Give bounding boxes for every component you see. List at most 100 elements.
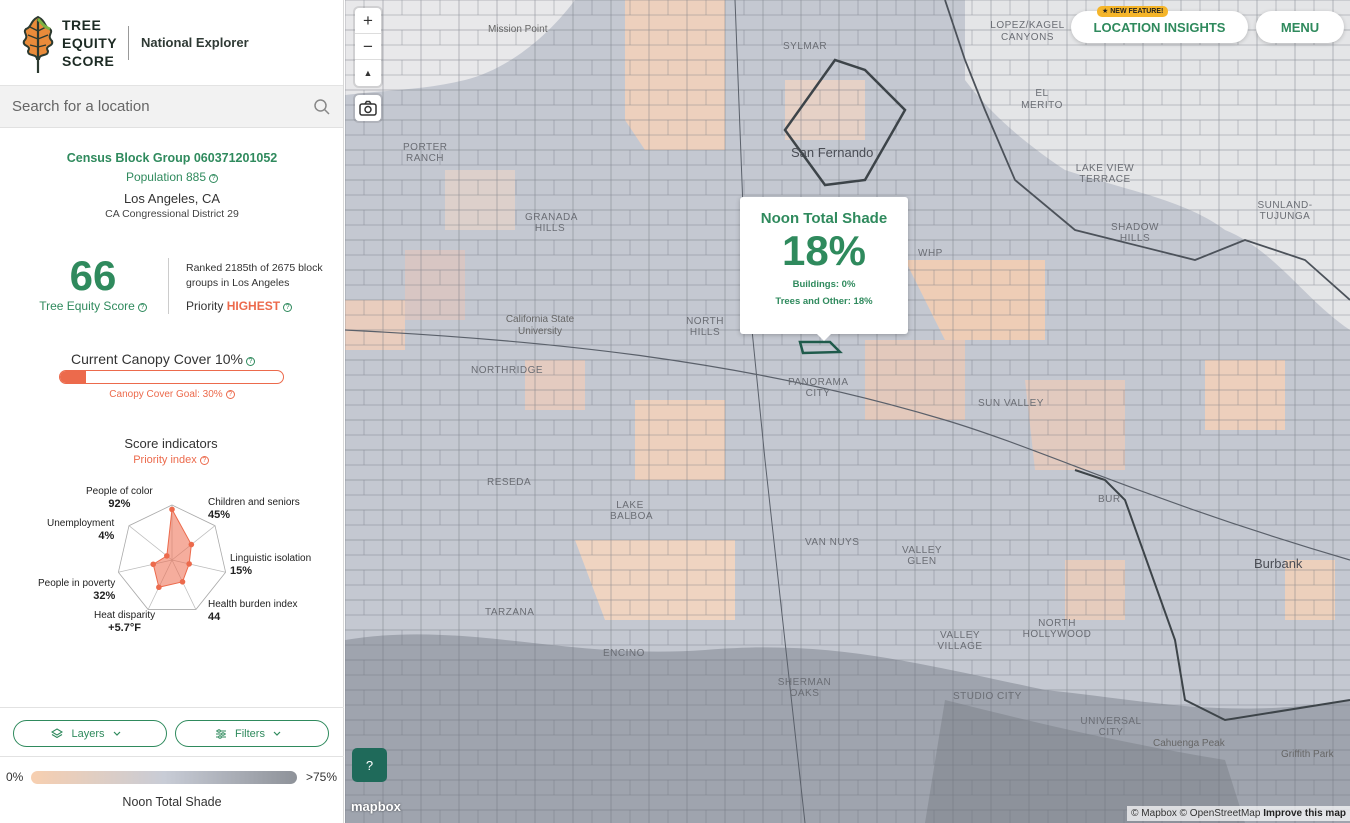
priority-value: HIGHEST	[226, 299, 281, 313]
map-label: NORTH HILLS	[686, 316, 724, 338]
map-label: PANORAMA CITY	[788, 377, 849, 399]
tooltip-buildings: Buildings: 0%	[792, 279, 856, 290]
radar-point	[179, 579, 186, 585]
priority-index-text: Priority index	[133, 454, 197, 466]
filters-icon	[216, 728, 227, 739]
radar-svg	[117, 504, 227, 610]
congressional-district: CA Congressional District 29	[105, 208, 239, 220]
map-label: Burbank	[1254, 556, 1303, 571]
help-icon[interactable]: ?	[209, 174, 219, 183]
map-label: California State University	[505, 314, 575, 337]
filters-button[interactable]: Filters	[175, 720, 329, 747]
map-label: GRANADA HILLS	[525, 212, 578, 234]
new-feature-badge: ★ NEW FEATURE!	[1097, 6, 1169, 17]
map-label: LAKE BALBOA	[610, 500, 654, 522]
tooltip-value: 18%	[781, 227, 867, 274]
priority-index-label: Priority index?	[0, 454, 342, 466]
map-attribution: © Mapbox © OpenStreetMap Improve this ma…	[1127, 806, 1350, 821]
zoom-out-button[interactable]: −	[355, 34, 381, 60]
layers-icon	[51, 727, 64, 738]
map-label: LOPEZ/KAGEL CANYONS	[990, 20, 1065, 43]
map-label: TARZANA	[485, 607, 535, 618]
brand-subtitle: National Explorer	[141, 35, 249, 50]
score-divider	[168, 258, 169, 314]
indicator-value: 4%	[98, 530, 115, 542]
block-group-title: Census Block Group 060371201052	[66, 151, 278, 165]
help-icon[interactable]: ?	[283, 303, 293, 312]
zoom-in-button[interactable]: +	[355, 8, 381, 34]
attribution-text[interactable]: © Mapbox © OpenStreetMap	[1131, 808, 1261, 819]
help-icon[interactable]: ?	[245, 357, 255, 366]
chevron-down-icon	[113, 731, 120, 736]
map-label: San Fernando	[791, 145, 874, 160]
map-label: NORTHRIDGE	[471, 365, 544, 376]
layers-button[interactable]: Layers	[13, 720, 167, 747]
improve-map-link[interactable]: Improve this map	[1263, 808, 1346, 819]
filters-label: Filters	[235, 727, 265, 740]
screenshot-button[interactable]	[355, 95, 381, 121]
indicator-label: Children and seniors 45%	[208, 496, 300, 522]
chevron-down-icon	[273, 731, 281, 736]
map-label: UNIVERSAL CITY	[1080, 716, 1142, 738]
map-label: LAKE VIEW TERRACE	[1075, 163, 1135, 185]
map-label: BUR	[1098, 494, 1121, 505]
indicator-value: 44	[208, 611, 221, 623]
radar-point	[164, 553, 170, 559]
map-label: WHP	[918, 248, 943, 259]
layers-label: Layers	[71, 727, 105, 740]
canopy-progress-fill	[60, 371, 87, 383]
help-button[interactable]: ?	[352, 748, 387, 782]
map-label: RESEDA	[487, 477, 532, 488]
map-label: Griffith Park	[1281, 749, 1334, 760]
radar-outline	[117, 504, 227, 610]
canopy-title-text: Current Canopy Cover 10%	[71, 351, 243, 367]
zoom-controls: + − ▲	[355, 8, 381, 86]
indicator-label: Heat disparity +5.7°F	[94, 609, 155, 635]
radar-point	[186, 561, 192, 567]
brand-wordmark: TREE EQUITY SCORE	[62, 16, 117, 70]
indicator-name: Unemployment	[47, 518, 115, 529]
indicator-name: Health burden index	[208, 599, 298, 610]
indicator-name: Linguistic isolation	[230, 553, 312, 564]
map-label: STUDIO CITY	[953, 691, 1022, 702]
indicator-label: People in poverty 32%	[38, 577, 115, 603]
map-label: SHERMAN OAKS	[777, 677, 832, 699]
sidebar: TREE EQUITY SCORE National Explorer Cens…	[0, 0, 344, 823]
indicator-name: Children and seniors	[208, 497, 300, 508]
brand-header: TREE EQUITY SCORE National Explorer	[0, 0, 343, 86]
wordmark-line: TREE	[62, 16, 102, 33]
canopy-progress-bar	[59, 370, 284, 384]
canopy-goal-text: Canopy Cover Goal: 30%	[109, 389, 223, 400]
map-label: VAN NUYS	[805, 537, 860, 548]
indicator-value: +5.7°F	[108, 622, 141, 634]
menu-button[interactable]: MENU	[1256, 11, 1344, 43]
mapbox-logo[interactable]: mapbox	[351, 799, 401, 814]
help-icon[interactable]: ?	[225, 390, 235, 399]
map-label: ENCINO	[603, 648, 645, 659]
score-label-text: Tree Equity Score	[39, 299, 135, 313]
map-label: NORTH HOLLYWOOD	[1022, 618, 1092, 640]
map-controls-bar: Layers Filters	[0, 707, 344, 757]
oak-leaf-logo-icon	[22, 15, 54, 73]
compass-button[interactable]: ▲	[355, 60, 381, 86]
radar-value-area	[152, 507, 192, 588]
canopy-goal-label: Canopy Cover Goal: 30%?	[0, 389, 344, 400]
score-value: 66	[69, 252, 117, 299]
search-input[interactable]	[12, 98, 313, 115]
indicator-label: People of color 92%	[86, 485, 153, 511]
indicator-label: Health burden index 44	[208, 598, 298, 624]
radar-point	[169, 506, 175, 513]
help-icon[interactable]: ?	[199, 456, 209, 465]
rank-text: Ranked 2185th of 2675 block groups in Lo…	[186, 262, 323, 289]
search-icon[interactable]	[313, 98, 331, 116]
indicator-name: Heat disparity	[94, 610, 156, 621]
indicator-name: People in poverty	[38, 578, 116, 589]
shade-tooltip: Noon Total Shade 18% Buildings: 0% Trees…	[740, 197, 908, 341]
help-icon[interactable]: ?	[137, 303, 147, 312]
radar-point	[156, 584, 162, 591]
map-canvas[interactable]: + − ▲ LOCATION INSIGHTS ★ NEW FEATURE! M…	[345, 0, 1350, 823]
tooltip-trees: Trees and Other: 18%	[775, 296, 873, 307]
compass-icon: ▲	[363, 68, 373, 78]
score-label: Tree Equity Score?	[30, 299, 156, 313]
indicator-value: 92%	[108, 498, 131, 510]
